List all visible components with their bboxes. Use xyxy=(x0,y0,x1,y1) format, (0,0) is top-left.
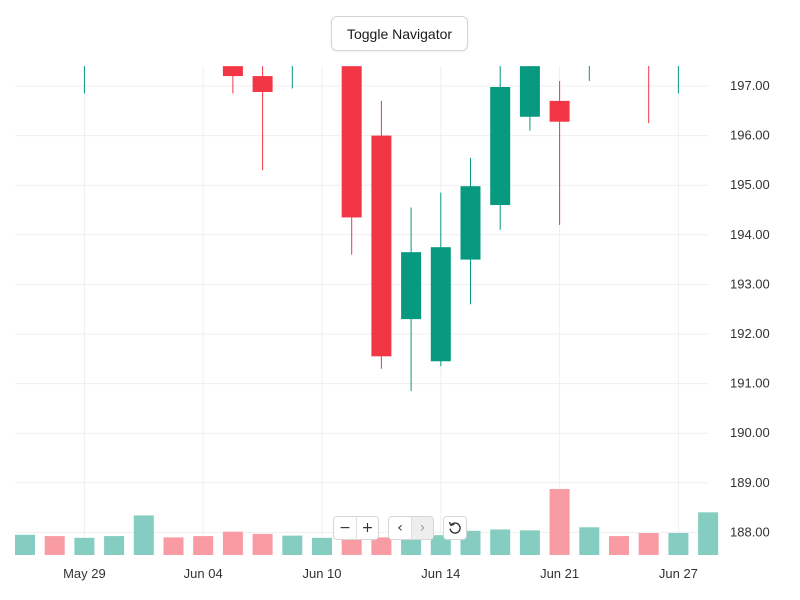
candle-body xyxy=(371,135,392,357)
volume-bar xyxy=(222,531,243,555)
candle-body xyxy=(460,186,481,260)
price-tick-label: 193.00 xyxy=(730,276,770,291)
zoom-out-button[interactable]: − xyxy=(334,517,356,539)
candle-body xyxy=(401,252,422,320)
time-tick-label: Jun 10 xyxy=(302,566,341,581)
volume-bar xyxy=(519,530,540,555)
candles xyxy=(83,66,679,392)
volume-bar xyxy=(638,533,659,555)
zoom-controls: − + xyxy=(333,516,379,540)
time-axis: May 29 Jun 04 Jun 10 Jun 14 Jun 21 Jun 27 xyxy=(63,566,698,581)
volume-bar xyxy=(698,512,719,555)
reset-button[interactable] xyxy=(444,517,466,539)
candle-body xyxy=(490,86,511,206)
volume-bar xyxy=(193,536,214,555)
volume-bar xyxy=(133,515,154,555)
volume-bar xyxy=(549,489,570,555)
reset-icon xyxy=(448,521,461,534)
price-tick-label: 192.00 xyxy=(730,326,770,341)
price-tick-label: 195.00 xyxy=(730,177,770,192)
volume-bar xyxy=(15,534,35,555)
volume-bar xyxy=(430,535,451,555)
price-tick-label: 188.00 xyxy=(730,524,770,539)
volume-bar xyxy=(252,533,273,555)
volume-bar xyxy=(579,527,600,555)
time-tick-label: May 29 xyxy=(63,566,106,581)
candle-body xyxy=(252,76,273,92)
price-tick-label: 191.00 xyxy=(730,376,770,391)
grid xyxy=(15,66,709,556)
candle-body xyxy=(519,66,540,117)
volume-bars xyxy=(15,489,719,555)
volume-bar xyxy=(104,536,125,555)
zoom-in-button[interactable]: + xyxy=(356,517,378,539)
volume-bar xyxy=(401,538,422,555)
reset-controls xyxy=(443,516,467,540)
time-tick-label: Jun 21 xyxy=(540,566,579,581)
candle-body xyxy=(549,100,570,122)
volume-bar xyxy=(44,536,65,555)
volume-bar xyxy=(609,536,629,555)
price-tick-label: 194.00 xyxy=(730,227,770,242)
volume-bar xyxy=(490,529,511,555)
price-tick-label: 189.00 xyxy=(730,475,770,490)
volume-bar xyxy=(668,533,689,555)
volume-bar xyxy=(163,537,184,555)
toggle-navigator-button[interactable]: Toggle Navigator xyxy=(331,16,468,51)
time-tick-label: Jun 27 xyxy=(659,566,698,581)
volume-bar xyxy=(371,537,392,555)
time-tick-label: Jun 14 xyxy=(421,566,460,581)
price-axis: 188.00 189.00 190.00 191.00 192.00 193.00 194.… xyxy=(730,78,770,539)
price-tick-label: 197.00 xyxy=(730,78,770,93)
volume-bar xyxy=(312,537,332,555)
pan-controls: ‹ › xyxy=(388,516,434,540)
price-tick-label: 196.00 xyxy=(730,128,770,143)
volume-bar xyxy=(282,535,303,555)
candle-body xyxy=(430,247,451,362)
candle-body xyxy=(341,66,362,218)
volume-bar xyxy=(74,537,95,555)
time-tick-label: Jun 04 xyxy=(184,566,223,581)
volume-bar xyxy=(341,538,362,555)
pan-left-button[interactable]: ‹ xyxy=(389,517,411,539)
candle-body xyxy=(222,66,243,77)
price-tick-label: 190.00 xyxy=(730,425,770,440)
pan-right-button[interactable]: › xyxy=(411,517,433,539)
